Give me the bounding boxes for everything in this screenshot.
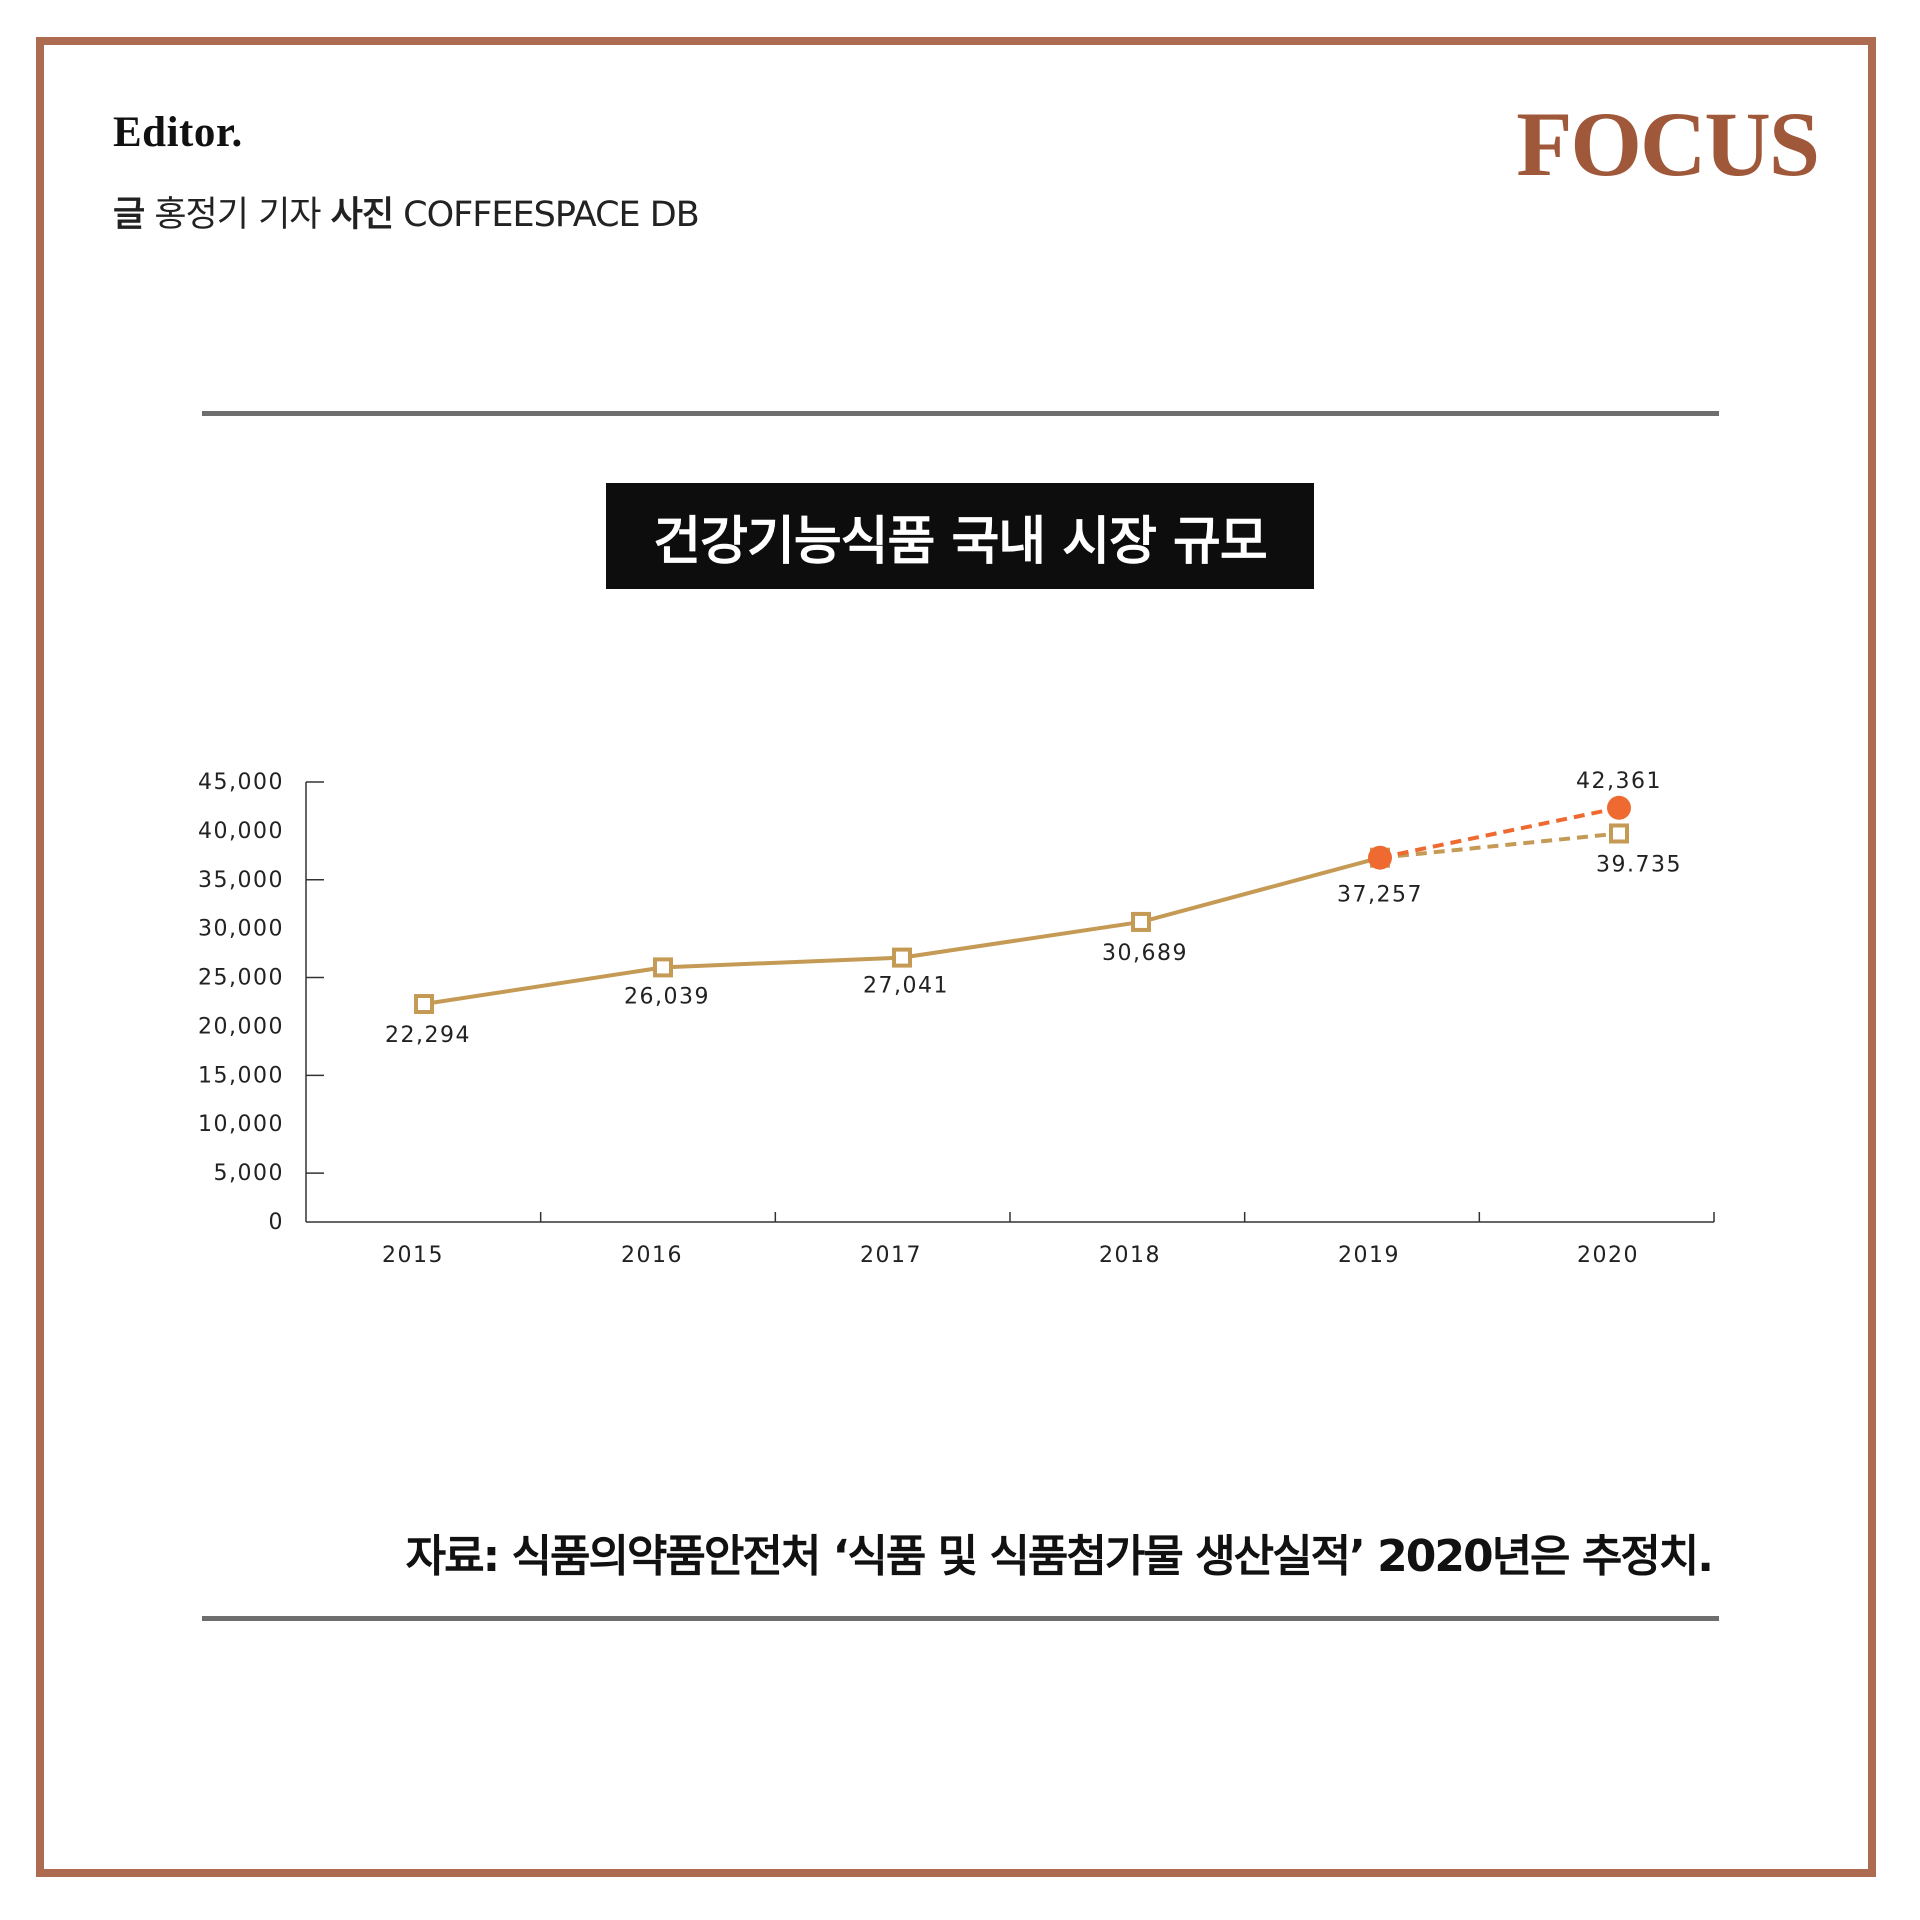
y-tick-label: 10,000 [198,1112,284,1137]
series-actual-point [414,994,434,1015]
series-actual-point [1609,823,1629,844]
series-forecast-point [1607,795,1631,820]
data-label: 22,294 [385,1023,471,1048]
y-tick-label: 0 [269,1210,285,1235]
series-forecast-dashed-line [1379,805,1620,860]
bottom-divider [202,1616,1719,1621]
series-actual-point [892,947,912,968]
data-label: 30,689 [1102,941,1188,966]
x-tick-label: 2017 [860,1243,922,1268]
data-label: 42,361 [1576,769,1662,794]
chart-title: 건강기능식품 국내 시장 규모 [606,483,1314,589]
y-tick-label: 40,000 [198,819,284,844]
editor-label: Editor. [113,109,243,156]
credit-photo-name: COFFEESPACE DB [403,195,700,235]
credit-text-name: 홍정기 기자 [154,195,321,235]
series-actual-point [1131,911,1151,932]
y-tick-label: 35,000 [198,868,284,893]
y-tick-label: 20,000 [198,1014,284,1039]
top-divider [202,411,1719,416]
x-tick-label: 2019 [1338,1243,1400,1268]
series-actual-dashed-line [1379,831,1620,860]
series-actual-point [653,957,673,978]
y-tick-label: 30,000 [198,917,284,942]
source-note: 자료: 식품의약품안전처 ‘식품 및 식품첨가물 생산실적’ 2020년은 추정… [405,1531,1714,1582]
data-label: 39.735 [1596,852,1682,877]
brand-logo: FOCUS [1516,93,1820,195]
y-tick-label: 5,000 [214,1161,284,1186]
x-tick-label: 2020 [1577,1243,1639,1268]
series-forecast-point [1368,845,1392,870]
credit-line: 글 홍정기 기자 사진 COFFEESPACE DB [113,186,700,237]
page-frame [36,37,1876,1877]
data-label: 37,257 [1337,883,1423,908]
y-tick-label: 25,000 [198,966,284,991]
y-tick-label: 15,000 [198,1063,284,1088]
x-tick-label: 2016 [621,1243,683,1268]
x-tick-label: 2018 [1099,1243,1161,1268]
y-tick-label: 45,000 [198,770,284,795]
data-label: 27,041 [863,974,949,999]
credit-photo-label: 사진 [330,195,394,235]
credit-text-label: 글 [113,195,145,235]
x-tick-label: 2015 [382,1243,444,1268]
data-label: 26,039 [624,984,710,1009]
